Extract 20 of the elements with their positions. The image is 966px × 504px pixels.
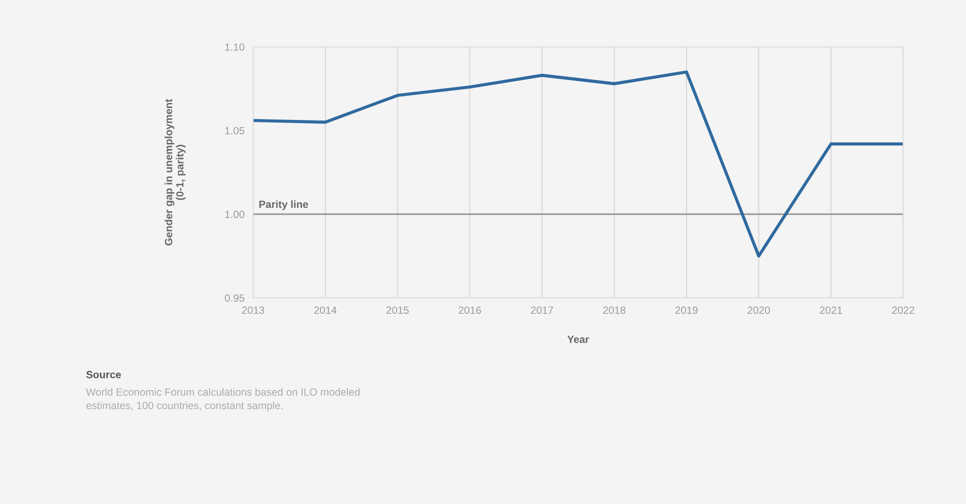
x-axis-title: Year bbox=[567, 336, 589, 344]
text: World Economic Forum calculations based on ILO modeled estimates, 100 countries, constant sample. bbox=[86, 388, 360, 412]
x-tick-label: 2020 bbox=[748, 306, 770, 314]
x-tick-label: 2016 bbox=[458, 306, 481, 314]
x-tick-label: 2019 bbox=[675, 306, 698, 314]
y-tick-label: 0.95 bbox=[224, 294, 244, 302]
x-tick-label: 2015 bbox=[386, 306, 409, 314]
x-tick-label: 2018 bbox=[603, 306, 626, 314]
text: Source bbox=[86, 370, 121, 378]
x-tick-label: 2022 bbox=[892, 306, 914, 314]
x-tick-label: 2021 bbox=[820, 306, 842, 314]
x-tick-label: 2013 bbox=[242, 306, 264, 314]
y-tick-label: 1.00 bbox=[225, 210, 244, 218]
line-series bbox=[253, 70, 904, 258]
x-tick-label: 2014 bbox=[314, 306, 337, 314]
y-axis-title: Gender gap in unemployment (0-1, parity) bbox=[164, 98, 186, 246]
y-tick-label: 1.10 bbox=[225, 43, 244, 51]
y-tick-label: 1.05 bbox=[225, 127, 244, 134]
x-tick-label: 2017 bbox=[530, 306, 554, 314]
ref-line-label: Parity line bbox=[259, 200, 308, 210]
